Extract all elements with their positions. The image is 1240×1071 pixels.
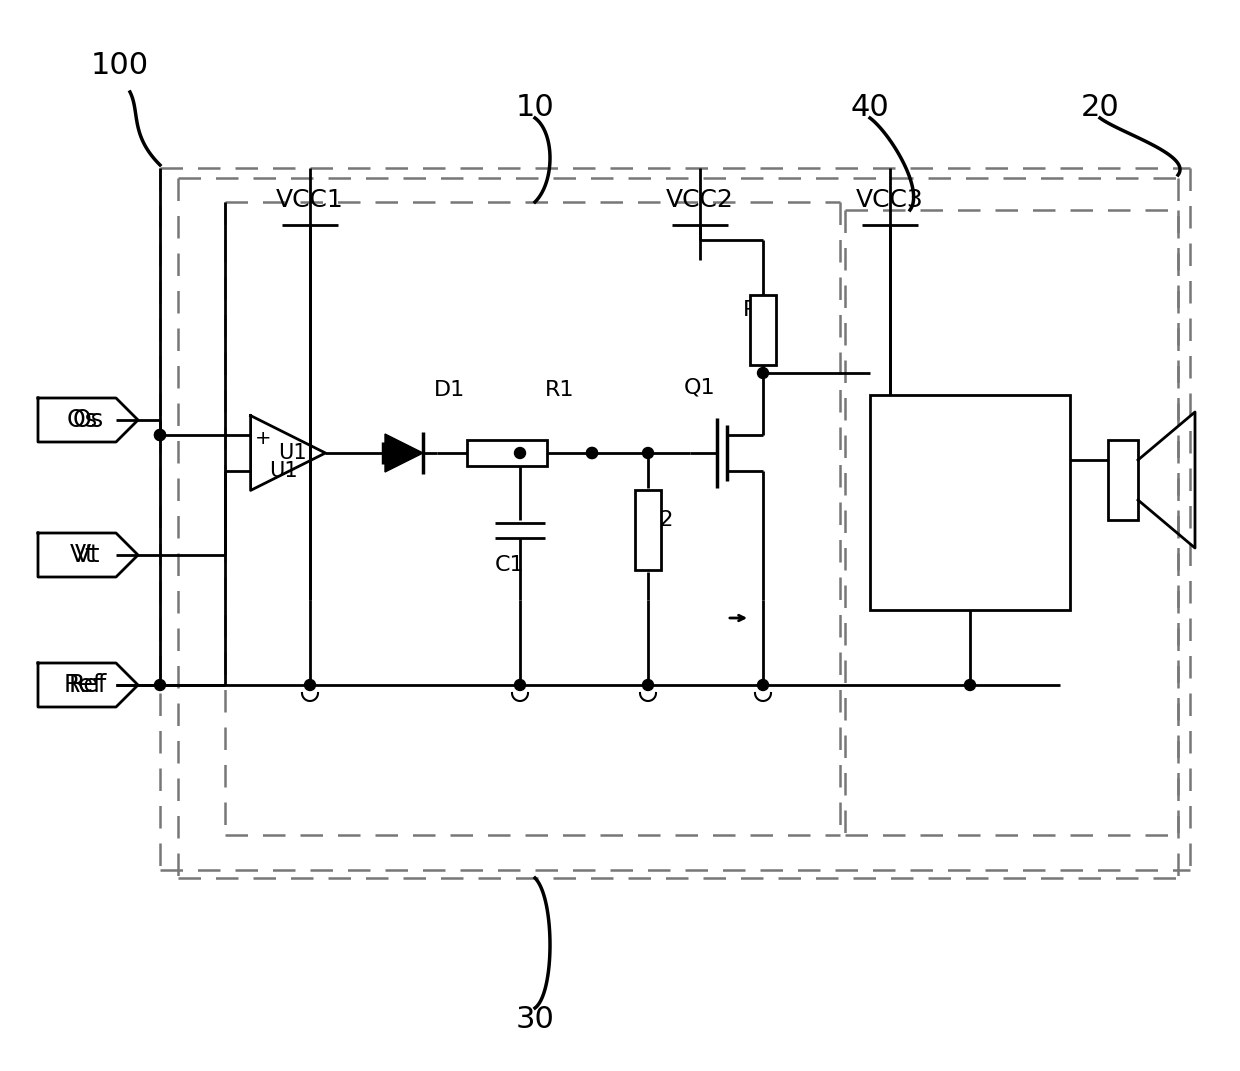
Text: 40: 40 [851,93,889,122]
Circle shape [587,448,598,458]
Text: Os: Os [72,408,104,432]
Text: C1: C1 [495,555,525,575]
Circle shape [155,429,165,440]
Bar [635,491,661,570]
Text: R2: R2 [645,510,675,530]
Circle shape [155,679,165,691]
Circle shape [587,448,598,458]
Text: Q1: Q1 [684,378,715,398]
Circle shape [155,429,165,440]
Text: R3: R3 [743,300,773,320]
Text: 20: 20 [1080,93,1120,122]
Text: Ref: Ref [63,673,102,697]
Text: U1: U1 [278,443,306,463]
Text: Ad: Ad [955,538,986,562]
Text: U1: U1 [269,461,298,481]
Text: R1: R1 [546,380,575,399]
Circle shape [305,679,315,691]
Text: Os: Os [67,408,98,432]
Text: +: + [255,428,272,448]
Text: VCC2: VCC2 [666,188,734,212]
Text: Mute: Mute [910,418,970,442]
Text: 10: 10 [516,93,554,122]
Polygon shape [384,434,423,472]
Text: Mute: Mute [940,431,999,455]
Bar [870,395,1070,610]
Circle shape [642,448,653,458]
Circle shape [642,679,653,691]
Bar [1109,440,1138,521]
Text: Ref: Ref [68,673,107,697]
Text: 30: 30 [516,1006,554,1035]
Bar [750,295,776,365]
Circle shape [758,679,769,691]
Circle shape [515,448,526,458]
Circle shape [515,679,526,691]
Bar [467,440,547,466]
Text: Vt: Vt [76,543,100,567]
Text: Vt: Vt [69,543,95,567]
Text: D1: D1 [434,380,466,399]
Text: Ad: Ad [925,518,955,542]
Text: VCC1: VCC1 [277,188,343,212]
Text: 100: 100 [91,50,149,79]
Text: VCC3: VCC3 [856,188,924,212]
Circle shape [758,367,769,378]
Circle shape [965,679,976,691]
